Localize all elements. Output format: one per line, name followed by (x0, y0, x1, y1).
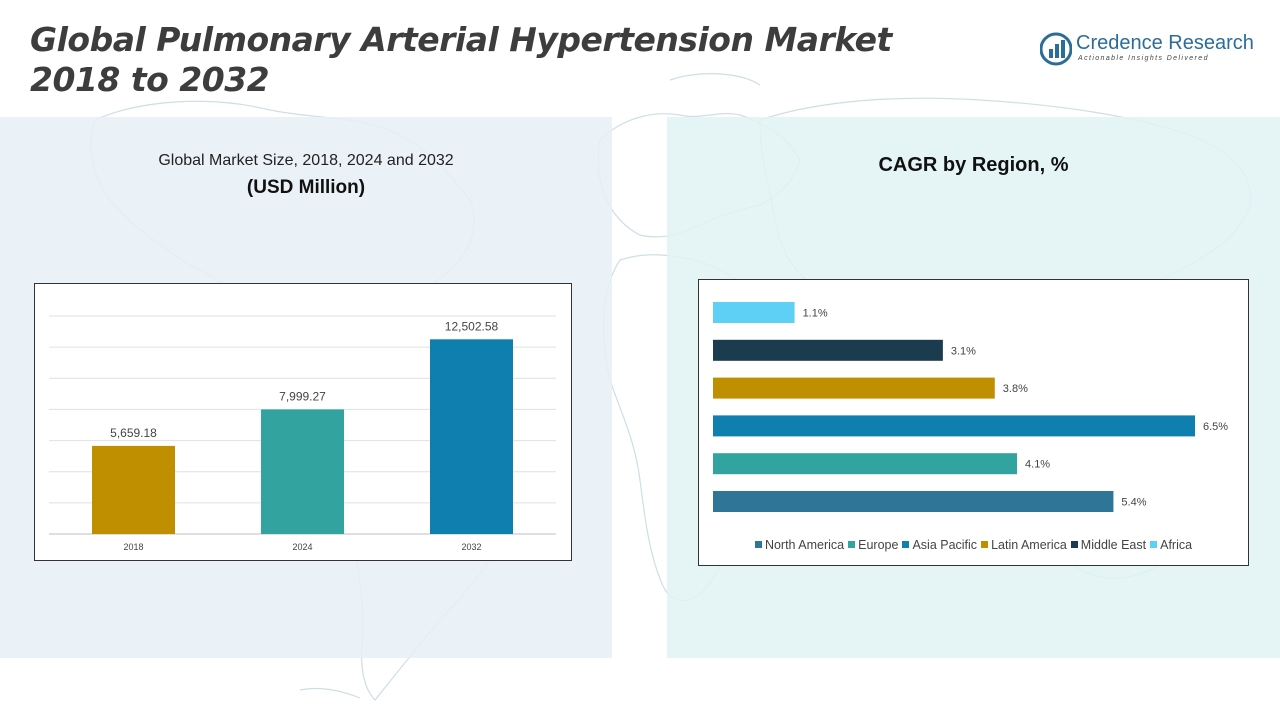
legend-item: North America (754, 538, 845, 552)
legend-label: Africa (1160, 538, 1193, 552)
bar-value-label: 7,999.27 (279, 389, 326, 403)
cagr-bar-europe (713, 453, 1018, 475)
page-title: Global Pulmonary Arterial Hypertension M… (30, 20, 892, 100)
legend-swatch (848, 541, 856, 548)
x-tick-label: 2024 (292, 542, 312, 552)
legend-item: Middle East (1070, 538, 1147, 552)
cagr-legend: North America Europe Asia Pacific Latin Ame… (699, 538, 1248, 552)
page-title-line-2: 2018 to 2032 (30, 60, 270, 99)
brand-logo: Credence Research Actionable Insights De… (1040, 30, 1260, 70)
bar-2024 (261, 409, 344, 534)
legend-swatch (1070, 541, 1078, 548)
x-tick-label: 2032 (461, 542, 481, 552)
credence-logo-icon (1040, 32, 1072, 66)
legend-item: Asia Pacific (902, 538, 977, 552)
bar-2032 (430, 339, 513, 534)
logo-name: Credence Research (1076, 32, 1254, 54)
page-title-line-1: Global Pulmonary Arterial Hypertension M… (30, 20, 892, 59)
legend-label: North America (764, 538, 845, 552)
x-tick-label: 2018 (123, 542, 143, 552)
market-size-chart: 5,659.18 2018 7,999.27 2024 12,502.58 2032 (34, 283, 572, 561)
legend-item: Europe (848, 538, 898, 552)
cagr-value-label: 4.1% (1025, 459, 1050, 471)
cagr-value-label: 6.5% (1203, 421, 1228, 433)
market-size-unit: (USD Million) (246, 177, 366, 198)
cagr-chart: 1.1% 3.1% 3.8% 6.5% 4.1% 5.4% North America Eu… (698, 279, 1249, 566)
legend-label: Middle East (1080, 538, 1147, 552)
legend-label: Europe (858, 538, 899, 552)
cagr-value-label: 5.4% (1121, 497, 1146, 509)
cagr-value-label: 1.1% (803, 308, 828, 320)
cagr-bar-africa (713, 302, 795, 323)
market-size-chart-svg: 5,659.18 2018 7,999.27 2024 12,502.58 2032 (49, 315, 556, 552)
cagr-chart-svg: 1.1% 3.1% 3.8% 6.5% 4.1% 5.4% (713, 302, 1228, 512)
logo-tagline: Actionable Insights Delivered (1078, 55, 1209, 62)
cagr-bar-middle-east (713, 339, 943, 361)
legend-swatch (981, 541, 989, 548)
cagr-title: CAGR by Region, % (878, 154, 1069, 176)
legend-item: Latin America (981, 538, 1067, 552)
cagr-bar-latin-america (713, 377, 995, 399)
legend-swatch (902, 541, 910, 548)
bar-2018 (92, 445, 175, 534)
cagr-value-label: 3.8% (1003, 383, 1028, 395)
cagr-bar-north-america (713, 491, 1114, 512)
legend-label: Asia Pacific (912, 538, 978, 552)
legend-label: Latin America (991, 538, 1067, 552)
cagr-bar-asia-pacific (713, 415, 1195, 437)
legend-swatch (1150, 541, 1158, 548)
bar-value-label: 5,659.18 (110, 426, 157, 440)
cagr-value-label: 3.1% (951, 345, 976, 357)
bar-value-label: 12,502.58 (445, 319, 499, 333)
legend-swatch (754, 541, 762, 548)
market-size-title: Global Market Size, 2018, 2024 and 2032 (158, 152, 454, 169)
legend-item: Africa (1150, 538, 1192, 552)
